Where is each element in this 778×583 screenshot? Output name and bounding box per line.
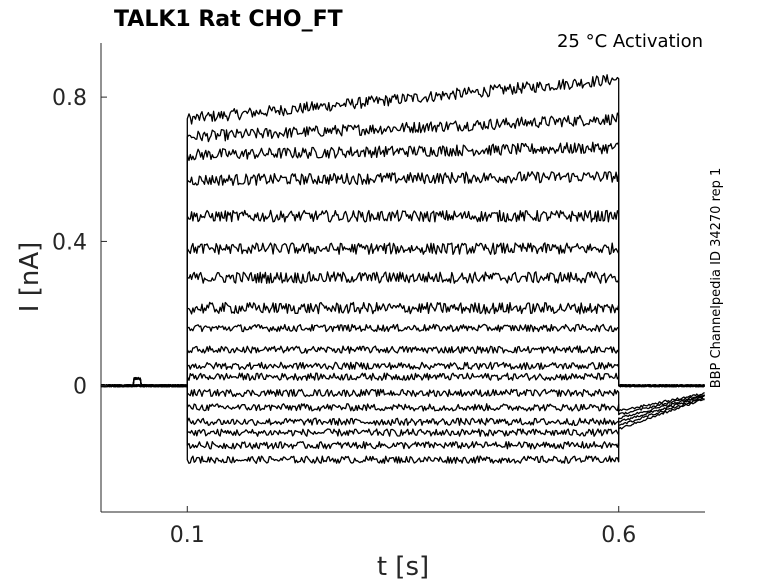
current-trace <box>100 74 705 388</box>
chart-annotation: 25 °C Activation <box>557 31 703 52</box>
chart-title: TALK1 Rat CHO_FT <box>114 7 343 32</box>
ticks: 0.1 0.6 0 0.4 0.8 <box>52 86 636 548</box>
x-tick-label: 0.1 <box>170 523 205 548</box>
current-trace <box>100 209 705 388</box>
y-tick-label: 0 <box>73 375 87 400</box>
side-label: BBP Channelpedia ID 34270 rep 1 <box>709 168 724 389</box>
y-tick-label: 0.4 <box>52 230 87 255</box>
current-trace <box>100 372 705 388</box>
y-axis-label: I [nA] <box>15 242 45 312</box>
current-trace <box>100 384 705 464</box>
traces <box>100 74 706 464</box>
y-tick-label: 0.8 <box>52 86 87 111</box>
x-tick-label: 0.6 <box>601 523 636 548</box>
plot-area: 0.1 0.6 0 0.4 0.8 <box>52 43 706 548</box>
current-trace <box>100 301 705 388</box>
x-axis-label: t [s] <box>377 552 429 582</box>
